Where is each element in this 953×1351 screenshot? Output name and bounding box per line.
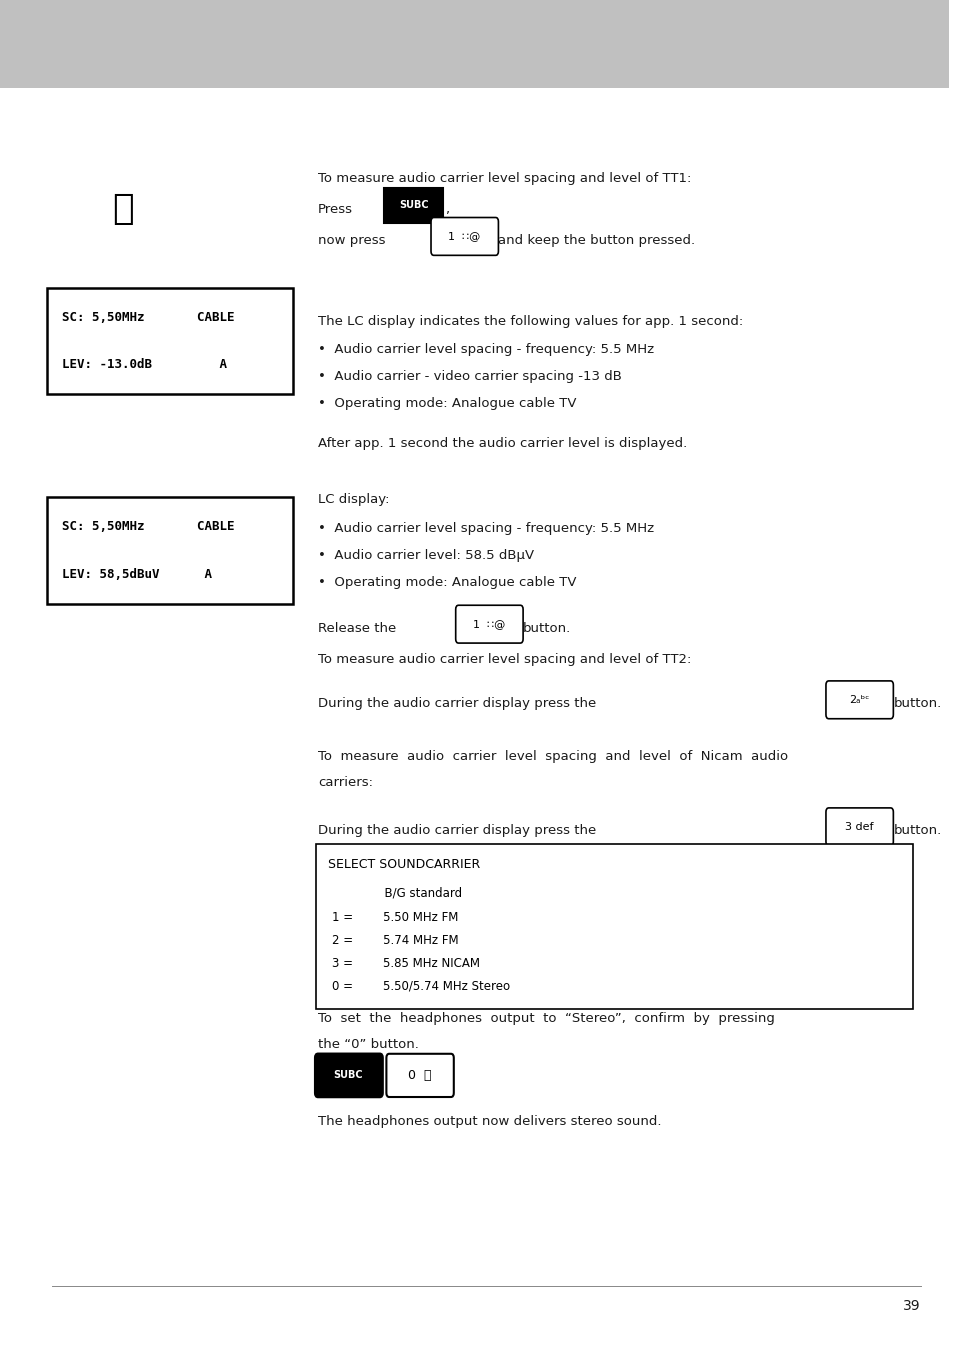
FancyBboxPatch shape [0,0,948,88]
Text: 2ₐᵇᶜ: 2ₐᵇᶜ [848,694,868,705]
Text: B/G standard: B/G standard [332,886,462,900]
Text: carriers:: carriers: [317,775,373,789]
FancyBboxPatch shape [384,188,443,223]
Text: the “0” button.: the “0” button. [317,1038,418,1051]
Text: 2 =        5.74 MHz FM: 2 = 5.74 MHz FM [332,934,458,947]
Text: 👋: 👋 [112,192,134,227]
Text: After app. 1 second the audio carrier level is displayed.: After app. 1 second the audio carrier le… [317,436,686,450]
FancyBboxPatch shape [825,681,892,719]
FancyBboxPatch shape [48,497,294,604]
Text: ,: , [445,203,449,216]
Text: 1  ∷@: 1 ∷@ [473,619,504,630]
Text: LEV: 58,5dBuV      A: LEV: 58,5dBuV A [62,567,212,581]
Text: 0  ⎵: 0 ⎵ [408,1069,431,1082]
Text: 3 def: 3 def [844,821,873,832]
FancyBboxPatch shape [315,844,912,1009]
Text: LEV: -13.0dB         A: LEV: -13.0dB A [62,358,227,372]
Text: button.: button. [522,621,571,635]
Text: and keep the button pressed.: and keep the button pressed. [497,234,695,247]
Text: To measure audio carrier level spacing and level of TT1:: To measure audio carrier level spacing a… [317,172,691,185]
Text: 1 =        5.50 MHz FM: 1 = 5.50 MHz FM [332,911,458,924]
Text: button.: button. [892,697,941,711]
Text: Press: Press [317,203,353,216]
Text: The LC display indicates the following values for app. 1 second:: The LC display indicates the following v… [317,315,742,328]
Text: SUBC: SUBC [398,200,428,211]
FancyBboxPatch shape [431,218,497,255]
Text: 0 =        5.50/5.74 MHz Stereo: 0 = 5.50/5.74 MHz Stereo [332,979,510,993]
Text: •  Audio carrier level spacing - frequency: 5.5 MHz: • Audio carrier level spacing - frequenc… [317,343,654,357]
Text: •  Audio carrier - video carrier spacing -13 dB: • Audio carrier - video carrier spacing … [317,370,621,384]
Text: LC display:: LC display: [317,493,389,507]
FancyBboxPatch shape [386,1054,454,1097]
Text: SC: 5,50MHz       CABLE: SC: 5,50MHz CABLE [62,520,234,534]
FancyBboxPatch shape [825,808,892,846]
Text: SC: 5,50MHz       CABLE: SC: 5,50MHz CABLE [62,311,234,324]
Text: 3 =        5.85 MHz NICAM: 3 = 5.85 MHz NICAM [332,957,479,970]
Text: The headphones output now delivers stereo sound.: The headphones output now delivers stere… [317,1115,660,1128]
Text: •  Operating mode: Analogue cable TV: • Operating mode: Analogue cable TV [317,576,576,589]
Text: To  measure  audio  carrier  level  spacing  and  level  of  Nicam  audio: To measure audio carrier level spacing a… [317,750,787,763]
Text: •  Audio carrier level: 58.5 dBμV: • Audio carrier level: 58.5 dBμV [317,549,534,562]
Text: •  Operating mode: Analogue cable TV: • Operating mode: Analogue cable TV [317,397,576,411]
Text: During the audio carrier display press the: During the audio carrier display press t… [317,697,596,711]
FancyBboxPatch shape [48,288,294,394]
Text: During the audio carrier display press the: During the audio carrier display press t… [317,824,596,838]
Text: now press: now press [317,234,385,247]
Text: Release the: Release the [317,621,395,635]
Text: SELECT SOUNDCARRIER: SELECT SOUNDCARRIER [327,858,479,871]
Text: button.: button. [892,824,941,838]
Text: 39: 39 [902,1300,920,1313]
Text: 1  ∷@: 1 ∷@ [448,231,480,242]
Text: SUBC: SUBC [334,1070,363,1081]
Text: To  set  the  headphones  output  to  “Stereo”,  confirm  by  pressing: To set the headphones output to “Stereo”… [317,1012,774,1025]
FancyBboxPatch shape [314,1054,382,1097]
FancyBboxPatch shape [456,605,522,643]
Text: •  Audio carrier level spacing - frequency: 5.5 MHz: • Audio carrier level spacing - frequenc… [317,521,654,535]
Text: To measure audio carrier level spacing and level of TT2:: To measure audio carrier level spacing a… [317,653,691,666]
